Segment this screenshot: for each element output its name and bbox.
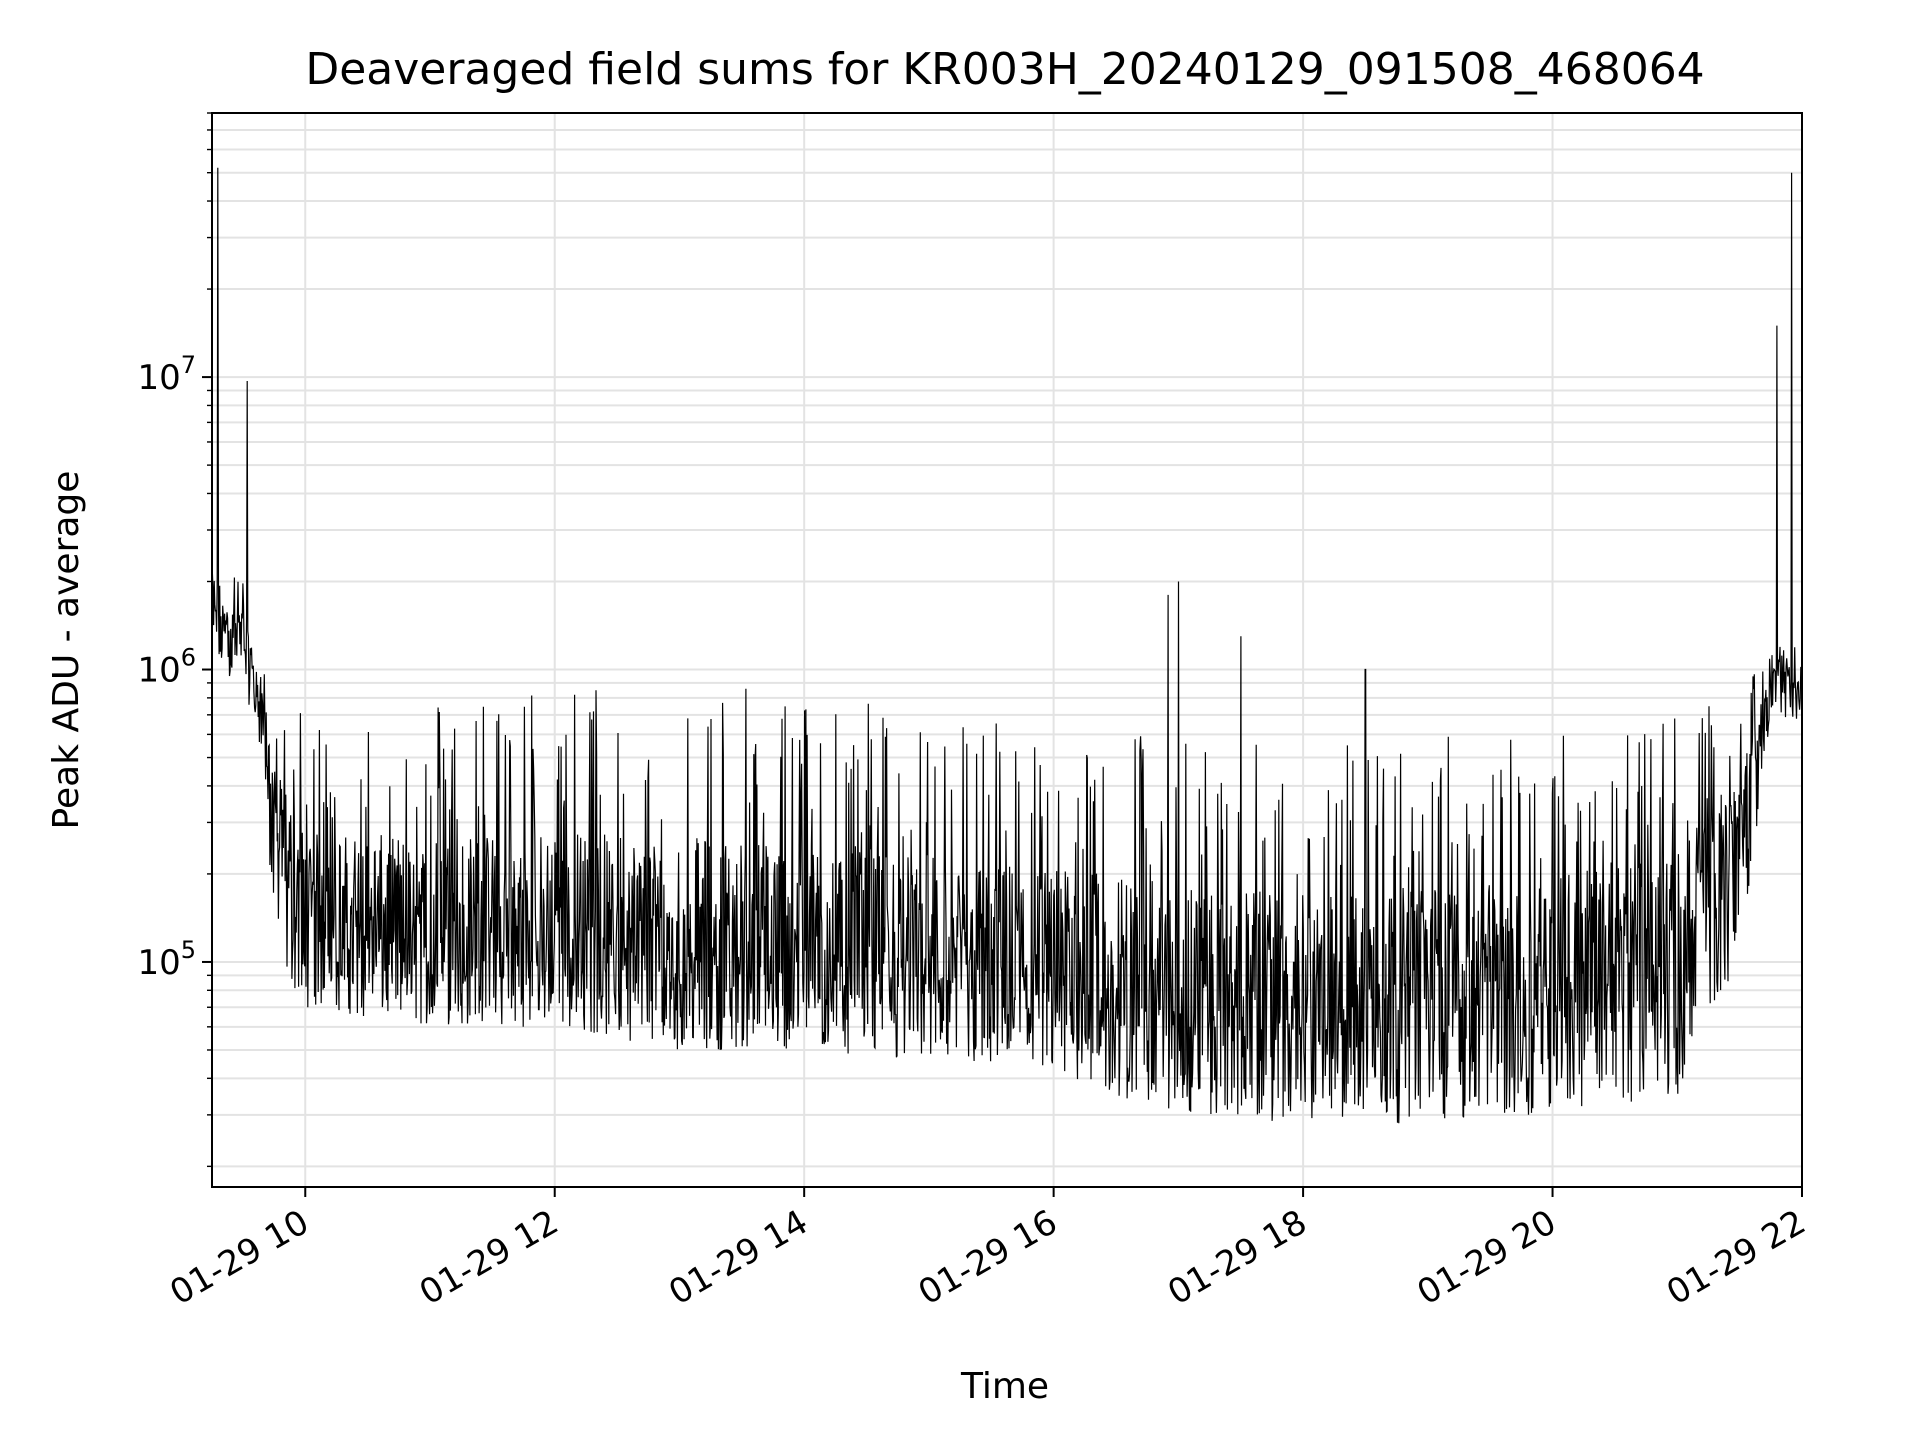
y-tick-label: 105 (137, 936, 196, 983)
x-axis-label: Time (960, 1366, 1049, 1407)
y-axis-ticks: 105 106 107 (137, 112, 212, 1168)
data-series (212, 167, 1802, 1124)
y-tick-label: 107 (137, 351, 196, 398)
plot-frame (211, 112, 1803, 1188)
y-tick-label: 106 (137, 644, 196, 691)
series-line (212, 167, 1802, 1124)
chart-title: Deaveraged field sums for KR003H_2024012… (305, 44, 1704, 95)
y-axis-label: Peak ADU - average (46, 471, 87, 830)
